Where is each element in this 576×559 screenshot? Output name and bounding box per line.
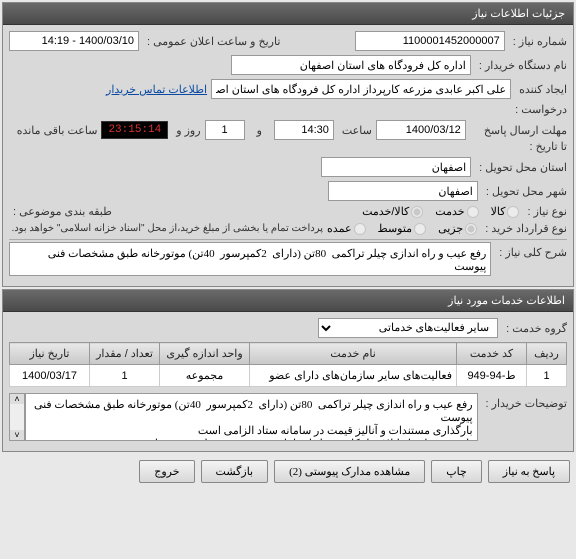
radio-partial[interactable]: جزیی (438, 222, 477, 235)
svc-group-select[interactable]: سایر فعالیت‌های خدماتی (318, 318, 498, 338)
description-field (9, 242, 491, 276)
label-prov: استان محل تحویل (479, 161, 567, 174)
cell-unit: مجموعه (160, 365, 250, 387)
label-creator: ایجاد کننده (519, 83, 567, 96)
th-qty[interactable]: تعداد / مقدار (90, 343, 160, 365)
radio-medium[interactable]: متوسط (378, 222, 427, 235)
radio-both[interactable]: کالا/خدمت (362, 205, 423, 218)
buyer-field (231, 55, 471, 75)
countdown-timer: 23:15:14 (101, 121, 168, 139)
services-panel: اطلاعات خدمات مورد نیاز گروه خدمت سایر ف… (2, 289, 574, 452)
th-row[interactable]: ردیف (527, 343, 567, 365)
cell-code: ط-94-949 (457, 365, 527, 387)
radio-service[interactable]: خدمت (435, 205, 478, 218)
radio-major[interactable]: عمده (327, 222, 365, 235)
panel-body-1: شماره نیاز تاریخ و ساعت اعلان عمومی نام … (3, 25, 573, 286)
buy-terms-note: پرداخت تمام یا بخشی از مبلغ خرید،از محل … (11, 223, 323, 234)
label-buy-terms: نوع قرارداد خرید (485, 222, 567, 235)
label-buyer-notes: توضیحات خریدار (486, 393, 567, 441)
services-table: ردیف کد خدمت نام خدمت واحد اندازه گیری ت… (9, 342, 567, 387)
respond-button[interactable]: پاسخ به نیاز (488, 460, 570, 483)
need-details-panel: جزئیات اطلاعات نیاز شماره نیاز تاریخ و س… (2, 2, 574, 287)
th-name[interactable]: نام خدمت (250, 343, 457, 365)
th-date[interactable]: تاریخ نیاز (10, 343, 90, 365)
scroll-down-icon[interactable]: ˅ (10, 430, 24, 440)
label-need-no: شماره نیاز (513, 35, 567, 48)
label-remain: ساعت باقی مانده (17, 124, 98, 137)
print-button[interactable]: چاپ (431, 460, 482, 483)
panel-header-2: اطلاعات خدمات مورد نیاز (3, 290, 573, 312)
buy-terms-group: جزیی متوسط عمده (327, 222, 477, 235)
panel-body-2: گروه خدمت سایر فعالیت‌های خدماتی ردیف کد… (3, 312, 573, 451)
prov-field (321, 157, 471, 177)
label-request: درخواست (515, 103, 567, 116)
textarea-scroll[interactable]: ˄ ˅ (9, 393, 25, 441)
need-no-field (355, 31, 505, 51)
label-and: و (257, 124, 262, 137)
label-desc: شرح کلی نیاز (499, 242, 567, 259)
cell-name: فعالیت‌های سایر سازمان‌های دارای عضو (250, 365, 457, 387)
cell-row: 1 (527, 365, 567, 387)
exit-button[interactable]: خروج (139, 460, 194, 483)
days-remain-field (205, 120, 245, 140)
req-type-group: کالا خدمت کالا/خدمت (362, 205, 519, 218)
deadline-date-field (376, 120, 466, 140)
deadline-time-field (274, 120, 334, 140)
buyer-notes-field (25, 393, 478, 441)
th-unit[interactable]: واحد اندازه گیری (160, 343, 250, 365)
services-table-wrap: ردیف کد خدمت نام خدمت واحد اندازه گیری ت… (9, 342, 567, 387)
contact-link[interactable]: اطلاعات تماس خریدار (106, 83, 207, 96)
label-deadline: مهلت ارسال پاسخ (484, 124, 567, 137)
label-hour: ساعت (342, 124, 372, 137)
back-button[interactable]: بازگشت (201, 460, 269, 483)
attachments-button[interactable]: مشاهده مدارک پیوستی (2) (274, 460, 425, 483)
label-till: تا تاریخ (530, 140, 567, 153)
scroll-up-icon[interactable]: ˄ (10, 394, 24, 404)
cell-date: 1400/03/17 (10, 365, 90, 387)
pub-dt-field (9, 31, 139, 51)
radio-goods[interactable]: کالا (491, 205, 520, 218)
label-day: روز و (176, 124, 200, 137)
label-buyer: نام دستگاه خریدار (479, 59, 567, 72)
table-row[interactable]: 1 ط-94-949 فعالیت‌های سایر سازمان‌های دا… (10, 365, 567, 387)
cell-qty: 1 (90, 365, 160, 387)
creator-field (211, 79, 511, 99)
panel-header-1: جزئیات اطلاعات نیاز (3, 3, 573, 25)
label-svc-group: گروه خدمت (506, 322, 567, 335)
label-pub-dt: تاریخ و ساعت اعلان عمومی (147, 35, 280, 48)
label-city: شهر محل تحویل (486, 185, 567, 198)
th-code[interactable]: کد خدمت (457, 343, 527, 365)
button-row: پاسخ به نیاز چاپ مشاهده مدارک پیوستی (2)… (0, 454, 576, 489)
label-req-type: نوع نیاز (527, 205, 567, 218)
separator-1 (9, 239, 567, 240)
label-cat: طبقه بندی موضوعی (13, 205, 112, 218)
city-field (328, 181, 478, 201)
table-header-row: ردیف کد خدمت نام خدمت واحد اندازه گیری ت… (10, 343, 567, 365)
